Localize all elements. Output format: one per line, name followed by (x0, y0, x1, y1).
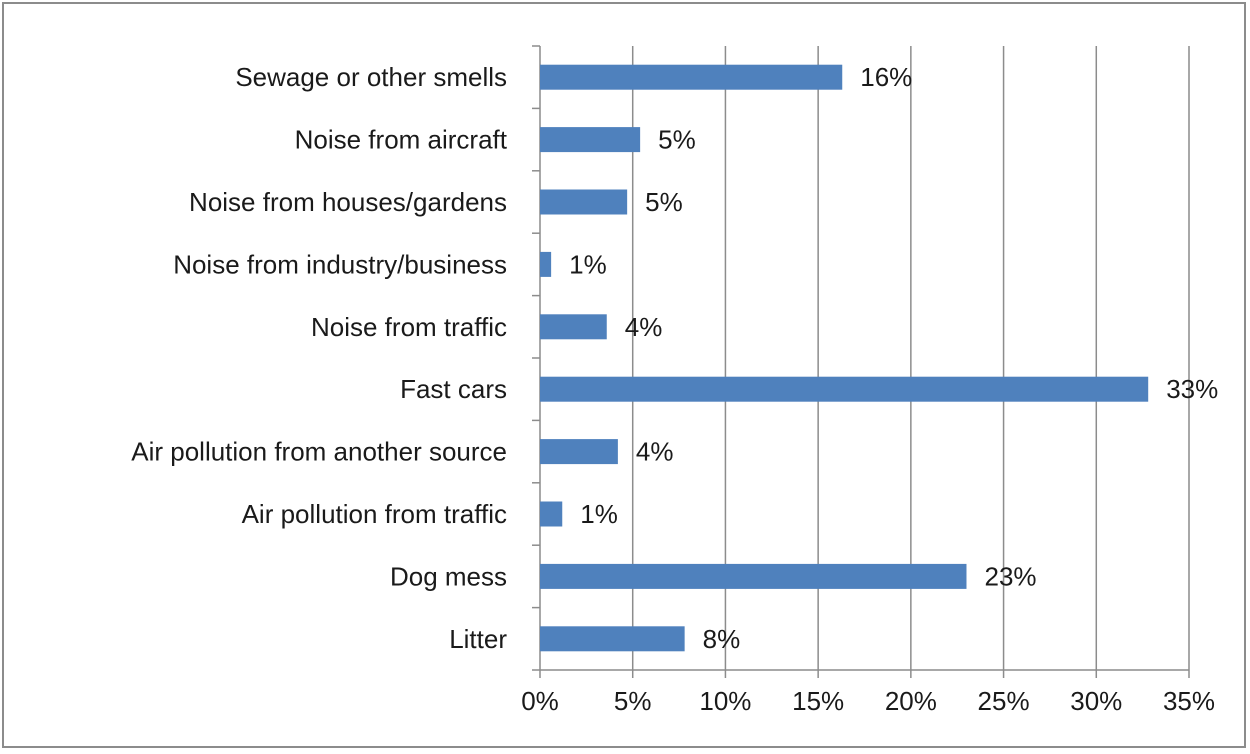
bar (540, 439, 618, 464)
bar (540, 127, 640, 152)
bar (540, 564, 966, 589)
data-label: 4% (625, 312, 663, 342)
x-tick-labels: 0% 5% 10% 15% 20% 25% 30% 35% (521, 686, 1215, 716)
category-label: Noise from industry/business (173, 249, 507, 279)
bar (540, 377, 1148, 402)
data-label: 5% (645, 187, 683, 217)
bar (540, 252, 551, 277)
bar (540, 502, 562, 527)
data-label: 8% (703, 624, 741, 654)
data-label: 5% (658, 125, 696, 155)
category-label: Air pollution from traffic (242, 499, 507, 529)
category-label: Noise from aircraft (295, 125, 508, 155)
bar (540, 190, 627, 215)
x-tick-label: 25% (978, 686, 1030, 716)
bar (540, 65, 842, 90)
data-label: 1% (569, 249, 607, 279)
x-tick-label: 0% (521, 686, 559, 716)
category-label: Litter (449, 624, 507, 654)
x-tick-label: 15% (792, 686, 844, 716)
x-tick-label: 20% (885, 686, 937, 716)
category-label: Sewage or other smells (235, 62, 507, 92)
data-label: 4% (636, 437, 674, 467)
category-labels: Sewage or other smells Noise from aircraf… (131, 62, 508, 654)
category-label: Noise from houses/gardens (189, 187, 507, 217)
category-label: Air pollution from another source (131, 437, 507, 467)
bar (540, 626, 685, 651)
bar (540, 314, 607, 339)
data-label: 23% (984, 561, 1036, 591)
category-label: Noise from traffic (311, 312, 507, 342)
x-tick-label: 30% (1070, 686, 1122, 716)
x-tick-label: 5% (614, 686, 652, 716)
bar-chart: 16% 5% 5% 1% 4% 33% 4% 1% 23% 8% Sewage or other … (4, 4, 1244, 746)
data-label: 33% (1166, 374, 1218, 404)
x-tick-label: 10% (699, 686, 751, 716)
category-label: Dog mess (390, 561, 507, 591)
data-label: 1% (580, 499, 618, 529)
bars (540, 65, 1148, 652)
x-tick-label: 35% (1163, 686, 1215, 716)
data-label: 16% (860, 62, 912, 92)
category-label: Fast cars (400, 374, 507, 404)
